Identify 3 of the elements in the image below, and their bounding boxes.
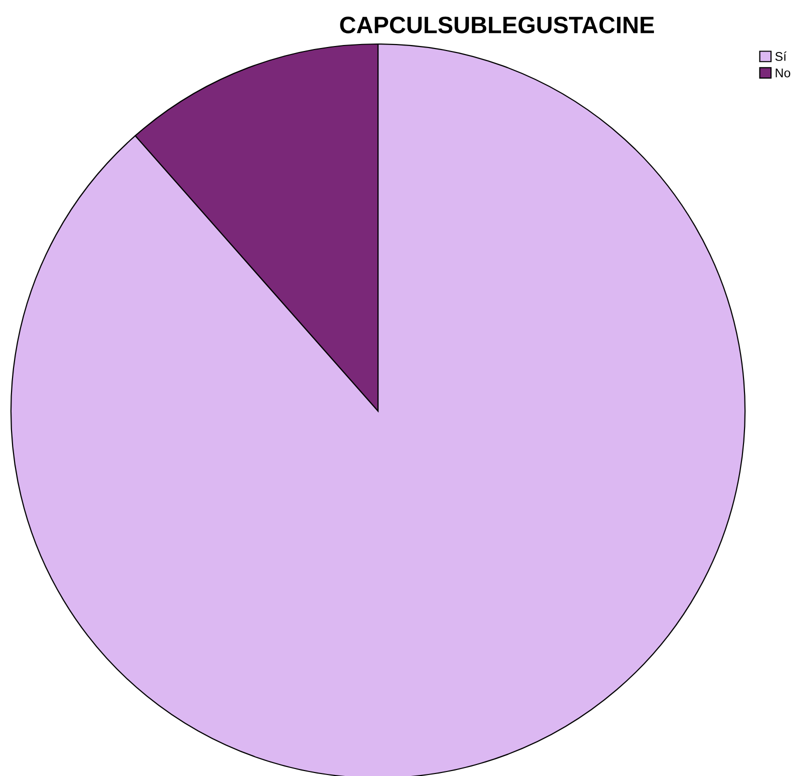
- legend-label: Sí: [775, 52, 787, 61]
- chart-title: CAPCULSUBLEGUSTACINE: [340, 16, 654, 34]
- legend-label: No: [776, 68, 790, 78]
